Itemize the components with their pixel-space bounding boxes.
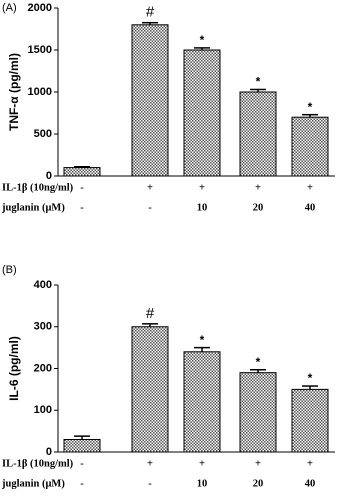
condition-value: 10 xyxy=(197,202,208,213)
condition-value: + xyxy=(199,458,205,469)
y-axis-label: TNF-α (pg/ml) xyxy=(7,53,21,131)
y-tick-label: 300 xyxy=(34,321,52,333)
significance-mark: # xyxy=(146,4,155,21)
condition-value: - xyxy=(80,458,84,469)
bar xyxy=(131,24,169,177)
significance-mark: * xyxy=(200,33,205,47)
bar xyxy=(239,372,277,453)
condition-value: - xyxy=(80,202,84,213)
condition-value: - xyxy=(80,478,84,489)
bar xyxy=(131,326,169,453)
panel-label: (B) xyxy=(2,264,17,276)
y-tick-label: 400 xyxy=(34,279,52,291)
condition-value: + xyxy=(307,182,313,193)
condition-value: + xyxy=(147,182,153,193)
significance-mark: * xyxy=(308,371,313,385)
y-axis-label: IL-6 (pg/ml) xyxy=(7,336,21,401)
panel-label: (A) xyxy=(2,2,17,14)
condition-value: + xyxy=(307,458,313,469)
bar xyxy=(183,49,221,177)
condition-label: juglanin (μM) xyxy=(1,478,65,489)
condition-label: IL-1β (10ng/ml) xyxy=(2,458,74,469)
condition-value: + xyxy=(199,182,205,193)
bar xyxy=(183,351,221,453)
significance-mark: * xyxy=(256,75,261,89)
condition-value: - xyxy=(148,202,152,213)
condition-label: IL-1β (10ng/ml) xyxy=(2,182,74,193)
condition-value: 40 xyxy=(305,202,316,213)
condition-value: 40 xyxy=(305,478,316,489)
condition-value: + xyxy=(147,458,153,469)
condition-value: 20 xyxy=(253,478,264,489)
significance-mark: * xyxy=(308,100,313,114)
condition-value: + xyxy=(255,458,261,469)
significance-mark: * xyxy=(200,333,205,347)
y-tick-label: 0 xyxy=(46,446,52,458)
condition-value: 20 xyxy=(253,202,264,213)
y-tick-label: 200 xyxy=(34,362,52,374)
y-tick-label: 500 xyxy=(34,128,52,140)
condition-value: - xyxy=(148,478,152,489)
bar xyxy=(239,91,277,177)
significance-mark: # xyxy=(146,305,155,322)
bar xyxy=(63,167,101,177)
bar xyxy=(291,388,329,453)
y-tick-label: 2000 xyxy=(28,2,52,14)
significance-mark: * xyxy=(256,355,261,369)
bar xyxy=(63,438,101,453)
y-tick-label: 100 xyxy=(34,404,52,416)
y-tick-label: 1000 xyxy=(28,86,52,98)
bar xyxy=(291,116,329,177)
y-tick-label: 1500 xyxy=(28,44,52,56)
condition-label: juglanin (μM) xyxy=(1,202,65,213)
condition-value: 10 xyxy=(197,478,208,489)
condition-value: + xyxy=(255,182,261,193)
condition-value: - xyxy=(80,182,84,193)
y-tick-label: 0 xyxy=(46,170,52,182)
